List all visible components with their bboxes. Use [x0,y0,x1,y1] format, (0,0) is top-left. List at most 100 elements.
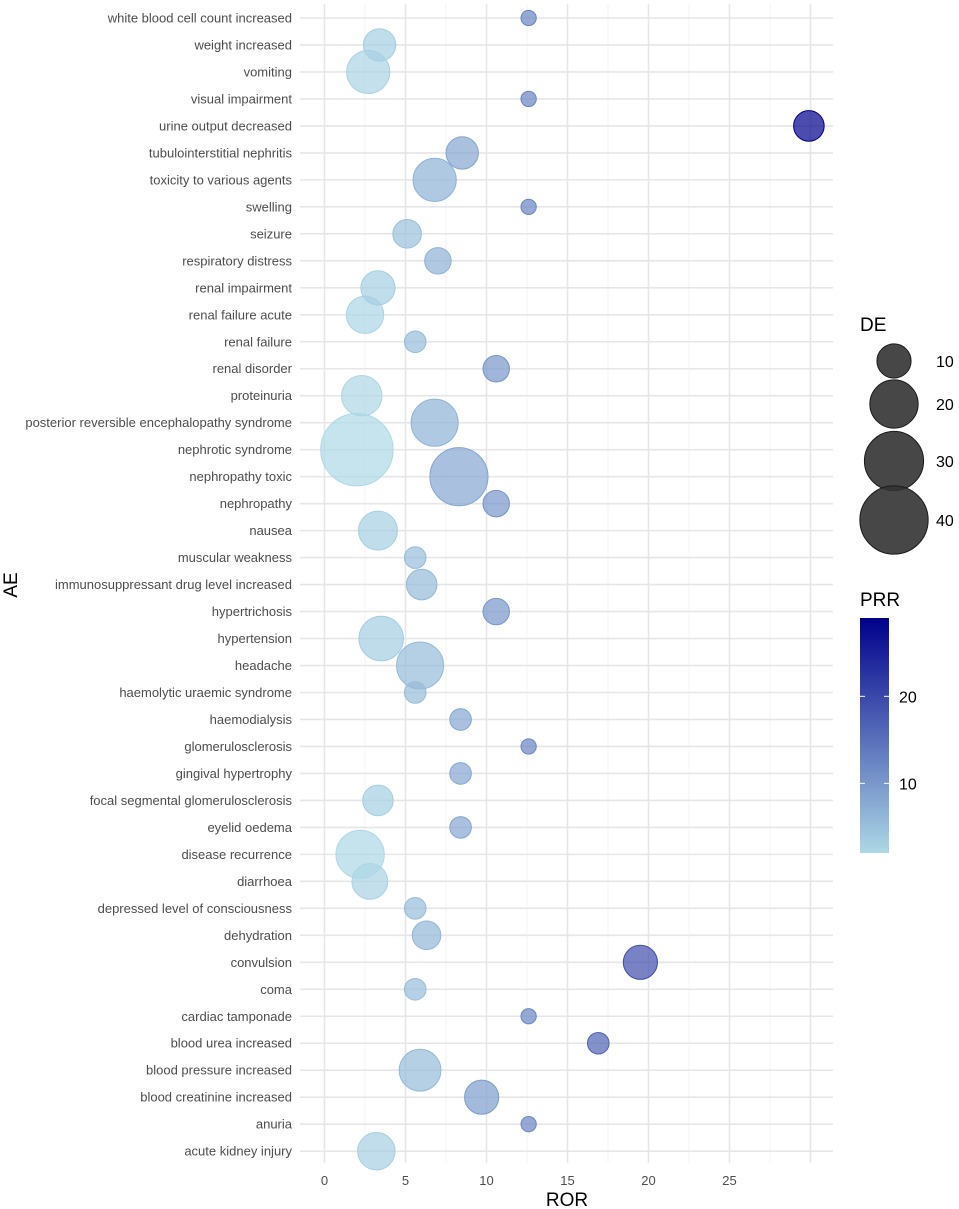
y-tick-label: blood pressure increased [146,1063,292,1078]
y-tick-label: blood urea increased [171,1036,292,1051]
y-tick-label: headache [235,658,292,673]
bubble-point [403,977,427,1001]
y-tick-label: white blood cell count increased [107,11,292,26]
bubble-point [482,355,510,383]
grid-lines [300,4,833,1163]
bubble-point [520,738,537,755]
color-legend-label: 20 [899,689,917,706]
bubble-point [405,568,438,601]
y-tick-label: disease recurrence [181,847,292,862]
bubble-point [464,1079,500,1115]
bubble-point [398,1048,442,1092]
bubble-point [362,784,394,817]
y-tick-label: renal failure acute [189,307,292,322]
y-tick-labels: acute kidney injury anuria blood creatinin… [25,11,292,1159]
size-legend-title: DE [860,315,886,336]
y-tick-label: swelling [246,199,292,214]
bubble-point [403,546,427,569]
y-tick-label: focal segmental glomerulosclerosis [90,793,293,808]
bubble-point [482,489,510,518]
color-legend-bar [860,618,889,853]
x-tick-label: 0 [321,1173,328,1188]
y-tick-label: immunosuppressant drug level increased [55,577,292,592]
size-legend-label: 40 [936,513,954,530]
bubble-point [403,330,427,354]
y-tick-label: proteinuria [231,388,293,403]
bubble-point [424,247,452,275]
y-tick-label: renal impairment [195,280,292,295]
size-legend-label: 30 [936,454,954,471]
y-tick-label: haemodialysis [210,712,293,727]
bubble-point [358,615,404,662]
y-tick-label: weight increased [193,37,292,52]
y-tick-label: acute kidney injury [184,1144,292,1159]
y-tick-label: nephrotic syndrome [178,442,292,457]
y-tick-label: renal disorder [213,361,293,376]
bubble-point [520,198,537,215]
y-tick-label: nephropathy [220,496,293,511]
y-tick-label: convulsion [231,955,292,970]
size-legend-key [876,343,912,379]
data-points [320,9,825,1171]
bubble-point [622,944,658,980]
bubble-point [449,708,472,731]
bubble-point [482,597,510,626]
color-legend: PRR 10 20 [860,590,917,853]
y-tick-label: diarrhoea [237,874,293,889]
bubble-point [357,1131,396,1171]
bubble-point [445,136,479,170]
y-tick-label: depressed level of consciousness [98,901,293,916]
bubble-point [520,1116,537,1133]
bubble-point [410,398,459,447]
y-tick-label: tubulointerstitial nephritis [149,145,293,160]
size-legend-key [863,430,925,492]
y-tick-label: renal failure [224,334,292,349]
bubble-point [412,157,457,202]
y-tick-label: gingival hypertrophy [176,766,293,781]
y-tick-label: anuria [256,1117,293,1132]
size-legend-key [869,379,919,429]
bubble-point [362,28,397,62]
y-tick-label: coma [260,982,293,997]
x-tick-label: 15 [560,1173,574,1188]
color-legend-title: PRR [860,590,900,611]
y-tick-label: eyelid oedema [207,820,292,835]
size-legend-label: 10 [936,354,954,371]
y-tick-label: vomiting [244,64,292,79]
x-axis-title: ROR [546,1190,588,1209]
bubble-point [520,9,537,27]
bubble-point [449,762,472,785]
bubble-point [335,829,385,880]
bubble-point [449,816,472,839]
y-tick-label: dehydration [224,928,292,943]
bubble-point [429,447,489,507]
bubble-point [357,510,398,551]
color-legend-label: 10 [899,776,917,793]
y-tick-label: glomerulosclerosis [184,739,292,754]
y-tick-label: toxicity to various agents [150,172,293,187]
x-tick-labels: 0 5 10 15 20 25 [321,1173,737,1188]
y-tick-label: blood creatinine increased [140,1090,292,1105]
bubble-point [396,641,445,690]
bubble-point [403,897,427,920]
bubble-point [793,110,825,142]
bubble-point [520,90,537,108]
y-tick-label: haemolytic uraemic syndrome [119,685,292,700]
bubble-point [341,375,383,417]
bubble-point [320,412,394,487]
size-legend: DE 10 20 30 40 [859,315,954,555]
y-tick-label: seizure [250,226,292,241]
y-tick-label: nephropathy toxic [189,469,292,484]
x-tick-label: 5 [402,1173,409,1188]
size-legend-key [859,485,929,555]
y-tick-label: posterior reversible encephalopathy synd… [25,415,292,430]
bubble-point [586,1031,610,1055]
y-tick-label: visual impairment [191,91,293,106]
x-tick-label: 25 [722,1173,736,1188]
y-tick-label: urine output decreased [159,118,292,133]
bubble-point [520,1008,537,1025]
y-tick-label: nausea [249,523,292,538]
bubble-point [392,219,422,249]
y-tick-label: muscular weakness [178,550,293,565]
y-tick-label: hypertrichosis [212,604,293,619]
